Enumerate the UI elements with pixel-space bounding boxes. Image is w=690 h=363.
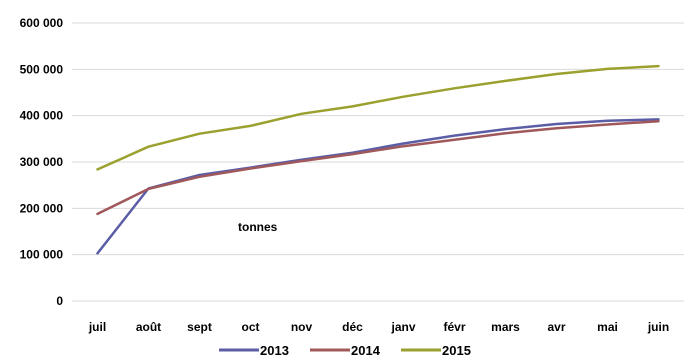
x-tick-label: juil: [88, 320, 106, 334]
x-tick-label: oct: [242, 320, 260, 334]
x-tick-label: avr: [547, 320, 565, 334]
series-lines: [96, 64, 660, 255]
x-tick-label: janv: [390, 320, 415, 334]
x-tick-label: juin: [647, 320, 669, 334]
x-tick-label: sept: [187, 320, 212, 334]
legend-label: 2015: [442, 343, 471, 358]
y-tick-label: 200 000: [20, 201, 64, 215]
series-line-2015: [96, 64, 660, 171]
unit-annotation: tonnes: [238, 220, 278, 234]
y-tick-label: 400 000: [20, 109, 64, 123]
y-tick-label: 600 000: [20, 16, 64, 30]
legend: 2013 2014 2015: [219, 343, 471, 358]
legend-label: 2013: [260, 343, 289, 358]
series-line-2013: [96, 118, 660, 255]
legend-label: 2014: [351, 343, 381, 358]
gridlines: [72, 22, 684, 302]
x-tick-label: mai: [597, 320, 618, 334]
y-tick-label: 0: [56, 294, 63, 308]
y-tick-label: 300 000: [20, 155, 64, 169]
y-tick-label: 500 000: [20, 62, 64, 76]
x-tick-label: déc: [342, 320, 363, 334]
x-tick-label: août: [136, 320, 161, 334]
x-tick-label: févr: [443, 320, 465, 334]
x-axis-tick-labels: juil août sept oct nov déc janv févr mars avr mai j…: [88, 320, 669, 334]
x-tick-label: nov: [291, 320, 313, 334]
y-axis-tick-labels: 0 100 000 200 000 300 000 400 000 500 000 600 …: [20, 16, 64, 308]
x-tick-label: mars: [491, 320, 520, 334]
y-tick-label: 100 000: [20, 248, 64, 262]
series-line-2014: [96, 119, 660, 216]
